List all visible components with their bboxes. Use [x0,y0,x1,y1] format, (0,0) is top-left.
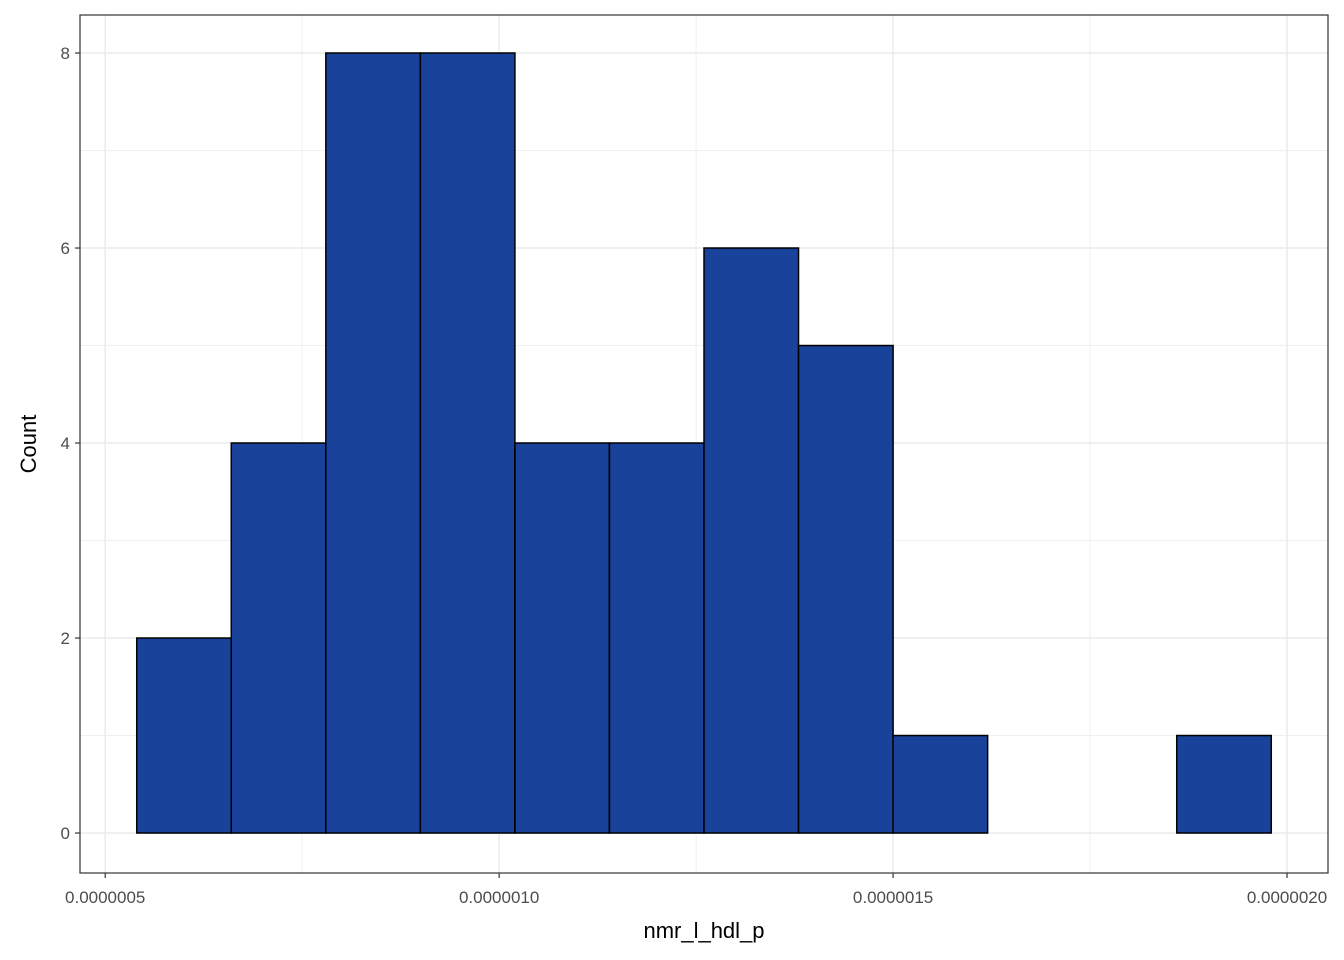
x-axis-title: nmr_l_hdl_p [643,918,764,943]
bar [1175,734,1273,834]
y-tick-label: 8 [61,44,70,63]
bar [325,52,422,834]
bar [135,637,233,834]
panel-border [79,14,1329,874]
bar [514,442,611,834]
x-tick-label: 0.0000010 [459,888,539,907]
x-tick-label: 0.0000020 [1247,888,1327,907]
y-axis-title: Count [16,415,41,474]
x-tick-label: 0.0000015 [853,888,933,907]
y-tick-label: 6 [61,239,70,258]
bar [230,442,327,834]
bar [608,442,705,834]
bar [703,247,800,834]
bar [419,52,516,834]
bar [892,734,989,834]
x-tick-label: 0.0000005 [65,888,145,907]
y-tick-label: 4 [61,434,70,453]
bar [797,344,894,834]
y-tick-label: 2 [61,629,70,648]
y-tick-label: 0 [61,824,70,843]
